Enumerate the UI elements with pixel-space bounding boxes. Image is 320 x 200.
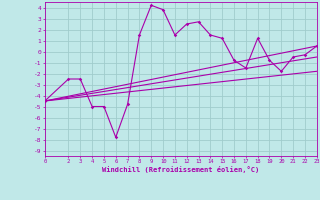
X-axis label: Windchill (Refroidissement éolien,°C): Windchill (Refroidissement éolien,°C) bbox=[102, 166, 260, 173]
